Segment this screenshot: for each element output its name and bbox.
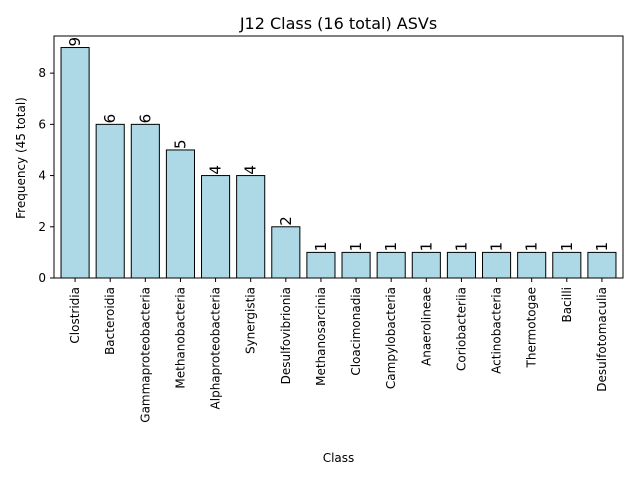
chart-title: J12 Class (16 total) ASVs (239, 14, 437, 33)
x-axis: Clostridia Bacteroidia Gammaproteobacteria… (68, 278, 609, 423)
bar-methanobacteria (165, 149, 195, 279)
bar-anaerolineae (411, 251, 441, 279)
x-tick-label: Cloacimonadia (349, 287, 363, 376)
x-tick-label: Bacilli (560, 287, 574, 323)
x-tick-label: Campylobacteria (384, 287, 398, 389)
plot-frame (53, 35, 624, 279)
x-tick-label: Thermotogae (525, 287, 539, 368)
bar-methanosarcinia (306, 251, 336, 279)
bar-desulfotomaculia (587, 251, 617, 279)
bar-actinobacteria (482, 251, 512, 279)
data-label: 4 (242, 165, 260, 175)
data-label: 1 (558, 242, 576, 252)
data-labels-group: 9 6 6 5 4 4 2 1 1 1 1 1 1 1 1 1 (66, 37, 611, 251)
data-label: 1 (417, 242, 435, 252)
bar-clostridia (60, 47, 90, 279)
x-tick-label: Alphaproteobacteria (209, 287, 223, 409)
y-tick-label: 4 (38, 169, 46, 183)
bars-group (60, 47, 617, 279)
data-label: 1 (382, 242, 400, 252)
x-axis-label: Class (323, 451, 355, 465)
bar-bacilli (552, 251, 582, 279)
x-tick-label: Methanobacteria (173, 287, 187, 389)
data-label: 1 (347, 242, 365, 252)
x-tick-label: Clostridia (68, 287, 82, 344)
y-tick-label: 2 (38, 220, 46, 234)
x-tick-label: Synergistia (244, 287, 258, 354)
y-tick-label: 6 (38, 117, 46, 131)
x-tick-label: Gammaproteobacteria (138, 287, 152, 423)
data-label: 1 (312, 242, 330, 252)
bar-coriobacteriia (446, 251, 476, 279)
x-tick-label: Coriobacteriia (454, 287, 468, 371)
data-label: 1 (593, 242, 611, 252)
data-label: 4 (207, 165, 225, 175)
data-label: 6 (136, 114, 154, 124)
data-label: 1 (452, 242, 470, 252)
y-axis-label: Frequency (45 total) (14, 97, 28, 219)
y-tick-label: 0 (38, 271, 46, 285)
x-tick-label: Anaerolineae (419, 287, 433, 366)
data-label: 9 (66, 37, 84, 47)
bar-bacteroidia (95, 123, 125, 279)
bar-alphaproteobacteria (201, 175, 231, 279)
bar-thermotogae (517, 251, 547, 279)
x-tick-label: Desulfovibrionia (279, 287, 293, 384)
data-label: 1 (523, 242, 541, 252)
data-label: 5 (171, 139, 189, 149)
bar-cloacimonadia (341, 251, 371, 279)
data-label: 2 (277, 216, 295, 226)
bar-synergistia (236, 175, 266, 279)
bar-desulfovibrionia (271, 226, 301, 279)
y-axis: 0 2 4 6 8 (38, 66, 54, 285)
x-tick-label: Desulfotomaculia (595, 287, 609, 392)
x-tick-label: Actinobacteria (490, 287, 504, 374)
data-label: 1 (488, 242, 506, 252)
y-tick-label: 8 (38, 66, 46, 80)
data-label: 6 (101, 114, 119, 124)
bar-campylobacteria (376, 251, 406, 279)
x-tick-label: Bacteroidia (103, 287, 117, 355)
bar-gammaproteobacteria (130, 123, 160, 279)
x-tick-label: Methanosarcinia (314, 287, 328, 386)
